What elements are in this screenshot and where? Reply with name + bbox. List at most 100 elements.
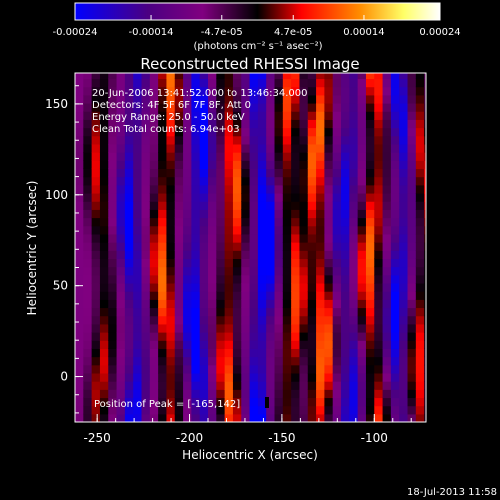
- heatmap-cell: [382, 225, 392, 235]
- heatmap-cell: [149, 242, 159, 251]
- heatmap-cell: [407, 94, 417, 104]
- heatmap-cell: [390, 102, 400, 112]
- heatmap-cell: [365, 274, 375, 284]
- heatmap-cell: [307, 274, 317, 284]
- heatmap-cell: [191, 291, 201, 300]
- heatmap-cell: [365, 192, 375, 202]
- heatmap-cell: [174, 381, 184, 390]
- heatmap-cell: [266, 184, 276, 194]
- heatmap-cell: [341, 282, 350, 292]
- heatmap-cell: [382, 119, 392, 129]
- heatmap-cell: [108, 143, 118, 153]
- heatmap-cell: [83, 242, 93, 251]
- heatmap-cell: [307, 184, 317, 194]
- heatmap-cell: [232, 209, 242, 219]
- heatmap-cell: [291, 143, 301, 153]
- heatmap-cell: [307, 397, 317, 407]
- heatmap-cell: [232, 111, 242, 120]
- heatmap-cell: [183, 405, 192, 415]
- heatmap-cell: [133, 307, 143, 317]
- heatmap-cell: [158, 315, 168, 325]
- heatmap-cell: [183, 389, 192, 399]
- heatmap-cell: [91, 209, 101, 219]
- heatmap-cell: [341, 299, 350, 309]
- heatmap-cell: [407, 299, 417, 309]
- heatmap-cell: [224, 217, 234, 227]
- heatmap-cell: [349, 348, 359, 358]
- heatmap-cell: [141, 332, 151, 341]
- heatmap-cell: [291, 233, 301, 243]
- heatmap-cell: [191, 405, 201, 415]
- heatmap-cell: [357, 340, 367, 349]
- heatmap-cell: [257, 372, 267, 382]
- heatmap-cell: [208, 143, 217, 153]
- heatmap-cell: [91, 282, 101, 292]
- heatmap-cell: [415, 160, 425, 170]
- heatmap-cell: [357, 282, 367, 292]
- heatmap-cell: [232, 299, 242, 309]
- heatmap-cell: [249, 168, 259, 178]
- heatmap-cell: [332, 258, 342, 268]
- heatmap-cell: [415, 413, 425, 422]
- heatmap-cell: [99, 242, 109, 251]
- heatmap-cell: [183, 274, 192, 284]
- heatmap-cell: [407, 250, 417, 260]
- heatmap-cell: [199, 323, 209, 333]
- heatmap-cell: [307, 127, 317, 137]
- heatmap-cell: [199, 340, 209, 349]
- heatmap-cell: [324, 282, 334, 292]
- heatmap-cell: [99, 291, 109, 300]
- heatmap-cell: [141, 389, 151, 399]
- heatmap-cell: [316, 291, 325, 300]
- heatmap-cell: [241, 307, 251, 317]
- heatmap-cell: [266, 225, 276, 235]
- heatmap-cell: [83, 381, 93, 390]
- heatmap-cell: [282, 332, 292, 341]
- heatmap-cell: [224, 78, 234, 88]
- heatmap-cell: [274, 364, 284, 374]
- heatmap-cell: [316, 258, 325, 268]
- heatmap-cell: [108, 127, 118, 137]
- heatmap-cell: [407, 397, 417, 407]
- heatmap-cell: [199, 102, 209, 112]
- heatmap-cell: [357, 111, 367, 120]
- heatmap-cell: [349, 111, 359, 120]
- heatmap-cell: [166, 291, 176, 300]
- heatmap-cell: [390, 233, 400, 243]
- heatmap-cell: [349, 184, 359, 194]
- heatmap-cell: [266, 405, 276, 415]
- heatmap-cell: [407, 152, 417, 161]
- heatmap-cell: [299, 250, 309, 260]
- heatmap-cell: [108, 348, 118, 358]
- heatmap-cell: [299, 78, 309, 88]
- heatmap-cell: [75, 233, 84, 243]
- heatmap-cell: [116, 389, 126, 399]
- heatmap-cell: [166, 176, 176, 186]
- heatmap-cell: [357, 127, 367, 137]
- heatmap-cell: [232, 73, 242, 80]
- heatmap-cell: [224, 143, 234, 153]
- heatmap-cell: [415, 389, 425, 399]
- heatmap-cell: [133, 119, 143, 129]
- heatmap-cell: [365, 225, 375, 235]
- heatmap-cell: [116, 78, 126, 88]
- heatmap-cell: [216, 86, 226, 96]
- heatmap-cell: [249, 102, 259, 112]
- heatmap-cell: [382, 340, 392, 349]
- heatmap-cell: [116, 250, 126, 260]
- heatmap-cell: [133, 168, 143, 178]
- heatmap-cell: [374, 315, 384, 325]
- heatmap-cell: [241, 389, 251, 399]
- heatmap-cell: [108, 299, 118, 309]
- heatmap-cell: [316, 381, 325, 390]
- heatmap-cell: [91, 315, 101, 325]
- heatmap-cell: [99, 168, 109, 178]
- heatmap-cell: [274, 152, 284, 161]
- heatmap-cell: [124, 143, 134, 153]
- heatmap-cell: [91, 184, 101, 194]
- heatmap-cell: [232, 348, 242, 358]
- heatmap-cell: [166, 242, 176, 251]
- heatmap-cell: [191, 111, 201, 120]
- heatmap-cell: [415, 315, 425, 325]
- heatmap-cell: [208, 364, 217, 374]
